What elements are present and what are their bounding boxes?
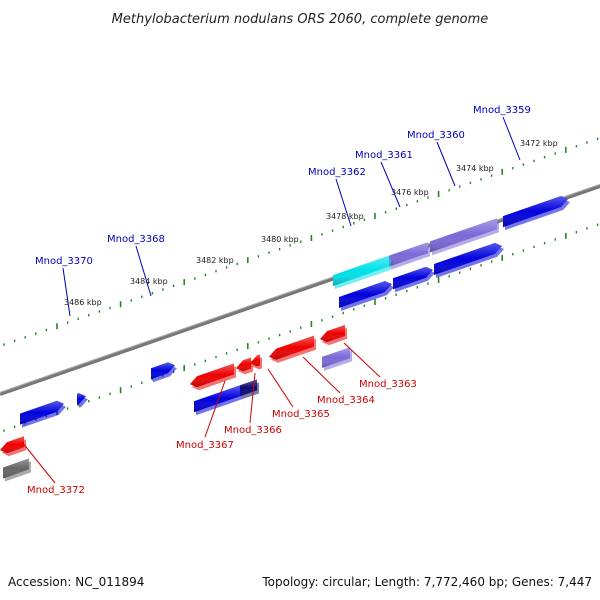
gene-label-mnod-3362[interactable]: Mnod_3362 (308, 167, 366, 178)
gene-label-mnod-3367[interactable]: Mnod_3367 (176, 440, 234, 451)
tick-label-3474: 3474 kbp (456, 164, 494, 173)
callout-mnod-3372 (21, 441, 56, 484)
genome-backbone-highlight (0, 184, 600, 393)
gene-block-forward-b-shading (393, 266, 433, 290)
gene-block-forward-a-shading (434, 242, 502, 275)
gene-label-mnod-3359[interactable]: Mnod_3359 (473, 105, 531, 116)
map-title: Methylobacterium nodulans ORS 2060, comp… (112, 12, 489, 27)
gene-label-mnod-3368[interactable]: Mnod_3368 (107, 234, 165, 245)
gene-block-mnod-3363-shading (320, 324, 345, 343)
callout-mnod-3365 (267, 368, 294, 408)
gene-label-mnod-3363[interactable]: Mnod_3363 (359, 379, 417, 390)
gene-label-mnod-3361[interactable]: Mnod_3361 (355, 150, 413, 161)
genome-backbone (0, 184, 600, 396)
tick-label-3472: 3472 kbp (520, 139, 558, 148)
tick-label-3484: 3484 kbp (130, 277, 168, 286)
gene-block-mnod-3359-shading (503, 196, 568, 228)
callout-mnod-3370 (62, 267, 71, 317)
gene-block-mnod-3367-shading (190, 363, 234, 388)
callout-mnod-3360 (436, 141, 456, 187)
gene-block-mnod-3366-shading (236, 357, 251, 372)
genome-summary-text: Topology: circular; Length: 7,772,460 bp… (261, 575, 592, 589)
callout-mnod-3366 (249, 372, 256, 424)
callout-mnod-3363 (343, 342, 381, 378)
gene-block-reverse-gray-shading (3, 458, 29, 479)
label-callouts (21, 116, 521, 484)
tick-label-3478: 3478 kbp (326, 212, 364, 221)
gene-block-mnod-3364-shading (269, 335, 314, 360)
tick-marks (3, 137, 599, 432)
gene-block-mnod-3360-shading (430, 218, 497, 253)
gene-block-forward-c-shading (339, 281, 392, 308)
gene-block-mnod-3362-shading (333, 255, 389, 287)
tick-label-3476: 3476 kbp (391, 188, 429, 197)
gene-block-mnod-3372-shading (0, 436, 24, 454)
tick-labels: 3472 kbp 3474 kbp 3476 kbp 3478 kbp 3480… (64, 139, 558, 307)
gene-block-mnod-3369-shading (77, 393, 86, 405)
gene-label-mnod-3360[interactable]: Mnod_3360 (407, 130, 465, 141)
gene-block-reverse-navy-shading (240, 379, 257, 397)
tick-label-3486: 3486 kbp (64, 298, 102, 307)
gene-label-mnod-3365[interactable]: Mnod_3365 (272, 409, 330, 420)
gene-label-mnod-3370[interactable]: Mnod_3370 (35, 256, 93, 267)
gene-features (0, 196, 570, 482)
gene-block-mnod-3361-shading (389, 242, 428, 267)
callout-mnod-3367 (204, 380, 226, 438)
gene-label-mnod-3364[interactable]: Mnod_3364 (317, 395, 375, 406)
gene-label-mnod-3366[interactable]: Mnod_3366 (224, 425, 282, 436)
callout-mnod-3359 (502, 116, 521, 161)
gene-block-reverse-lav-shading (322, 347, 350, 368)
gene-block-reverse-blue-shading (194, 385, 240, 413)
gene-labels: Mnod_3359 Mnod_3360 Mnod_3361 Mnod_3362 … (27, 105, 531, 496)
callout-mnod-3368 (135, 245, 152, 297)
tick-label-3480: 3480 kbp (261, 235, 299, 244)
accession-text: Accession: NC_011894 (8, 575, 144, 589)
gene-block-mnod-3368-shading (151, 362, 175, 380)
callout-mnod-3361 (380, 161, 401, 208)
callout-mnod-3364 (302, 356, 341, 394)
gene-label-mnod-3372[interactable]: Mnod_3372 (27, 485, 85, 496)
tick-label-3482: 3482 kbp (196, 256, 234, 265)
gene-block-mnod-3370-shading (20, 400, 64, 425)
callout-mnod-3362 (335, 178, 352, 227)
